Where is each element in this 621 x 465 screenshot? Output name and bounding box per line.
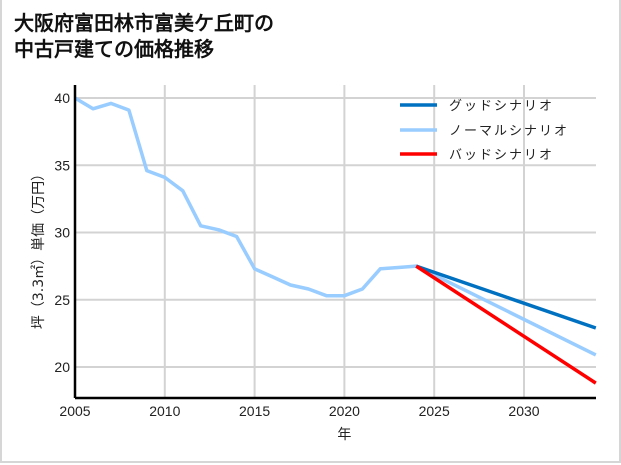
x-tick-label: 2005 [59,403,90,419]
y-tick-label: 20 [54,359,70,375]
y-tick-label: 35 [54,157,70,173]
x-tick-label: 2025 [419,403,450,419]
title-line-2: 中古戸建ての価格推移 [14,37,214,61]
x-tick-label: 2020 [329,403,360,419]
x-tick-label: 2015 [239,403,270,419]
y-tick-label: 30 [54,225,70,241]
x-axis-label: 年 [337,427,351,443]
chart-title: 大阪府富田林市富美ケ丘町の 中古戸建ての価格推移 [14,10,274,62]
series-line [74,96,597,357]
y-axis-label: 坪（3.3㎡）単価（万円） [31,167,47,329]
legend-label: バッドシナリオ [449,148,554,163]
series-line [415,264,597,330]
x-tick-label: 2030 [508,403,539,419]
title-line-1: 大阪府富田林市富美ケ丘町の [14,11,274,35]
x-tick-label: 2010 [149,403,180,419]
series-line [415,264,597,385]
y-tick-label: 40 [54,90,70,106]
legend-label: グッドシナリオ [449,99,554,114]
legend-label: ノーマルシナリオ [449,124,569,139]
y-tick-label: 25 [54,292,70,308]
